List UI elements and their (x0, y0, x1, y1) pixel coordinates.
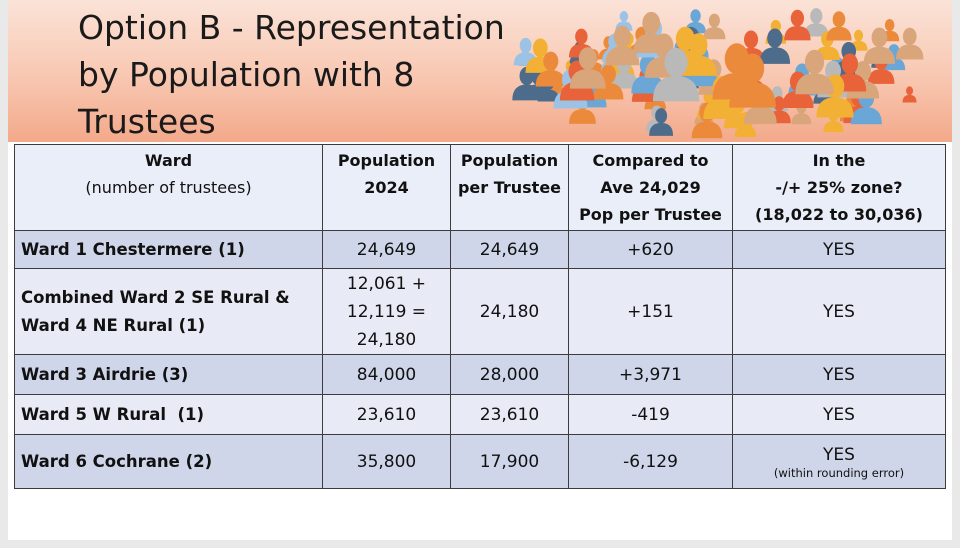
ward-cell: Ward 1 Chestermere (1) (14, 230, 323, 269)
population-cell: 84,000 (322, 354, 451, 395)
per-trustee-cell: 17,900 (450, 434, 569, 489)
header-compared-to-average: Compared to Ave 24,029 Pop per Trustee (568, 144, 733, 231)
person-silhouette (784, 9, 811, 41)
title-line: Trustees (78, 102, 216, 141)
zone-cell: YES (732, 394, 946, 435)
table-row: Combined Ward 2 SE Rural & Ward 4 NE Rur… (14, 268, 946, 355)
ward-representation-table: Ward (number of trustees) Population 202… (14, 144, 946, 489)
zone-cell: YES (732, 268, 946, 355)
person-silhouette (902, 86, 917, 103)
header-in-zone: In the -/+ 25% zone? (18,022 to 30,036) (732, 144, 946, 231)
compared-cell: -419 (568, 394, 733, 435)
table-row: Ward 5 W Rural (1) 23,610 23,610 -419 YE… (14, 394, 946, 435)
rounding-note: (within rounding error) (773, 465, 905, 480)
person-silhouette (569, 47, 606, 89)
slide-header: Option B - Representation by Population … (8, 0, 952, 142)
compared-cell: -6,129 (568, 434, 733, 489)
person-silhouette (863, 27, 896, 64)
title-line: by Population with 8 (78, 55, 415, 94)
person-silhouette (896, 27, 924, 60)
person-silhouette (804, 8, 829, 37)
person-silhouette (605, 25, 640, 66)
compared-cell: +151 (568, 268, 733, 355)
header-population-2024: Population 2024 (322, 144, 451, 231)
person-silhouette (513, 37, 538, 66)
compared-cell: +3,971 (568, 354, 733, 395)
person-silhouette (712, 43, 762, 100)
table-row: Ward 6 Cochrane (2) 35,800 17,900 -6,129… (14, 434, 946, 489)
per-trustee-cell: 24,649 (450, 230, 569, 269)
slide-title: Option B - Representation by Population … (78, 4, 548, 142)
person-silhouette (512, 66, 542, 101)
person-silhouette (826, 11, 852, 41)
per-trustee-cell: 24,180 (450, 268, 569, 355)
header-ward: Ward (number of trustees) (14, 144, 323, 231)
title-line: Option B - Representation (78, 8, 505, 47)
table-row: Ward 3 Airdrie (3) 84,000 28,000 +3,971 … (14, 354, 946, 395)
population-cell: 35,800 (322, 434, 451, 489)
zone-cell: YES (732, 354, 946, 395)
population-cell: 23,610 (322, 394, 451, 435)
person-silhouette (795, 49, 834, 95)
ward-cell: Ward 5 W Rural (1) (14, 394, 323, 435)
per-trustee-cell: 28,000 (450, 354, 569, 395)
zone-cell: YES (732, 230, 946, 269)
population-cell: 24,649 (322, 230, 451, 269)
table-row: Ward 1 Chestermere (1) 24,649 24,649 +62… (14, 230, 946, 269)
slide: Option B - Representation by Population … (8, 0, 952, 540)
person-silhouette (759, 28, 791, 64)
person-silhouette (703, 13, 726, 40)
person-silhouette (652, 47, 700, 102)
person-silhouette (535, 51, 566, 87)
compared-cell: +620 (568, 230, 733, 269)
header-population-per-trustee: Population per Trustee (450, 144, 569, 231)
ward-cell: Ward 3 Airdrie (3) (14, 354, 323, 395)
zone-cell: YES (within rounding error) (732, 434, 946, 489)
population-cell: 12,061 + 12,119 = 24,180 (322, 268, 451, 355)
person-silhouette (649, 108, 674, 136)
per-trustee-cell: 23,610 (450, 394, 569, 435)
ward-table-container: Ward (number of trustees) Population 202… (14, 144, 946, 489)
people-crowd-illustration (512, 8, 924, 139)
ward-cell: Combined Ward 2 SE Rural & Ward 4 NE Rur… (14, 268, 323, 355)
table-header-row: Ward (number of trustees) Population 202… (14, 144, 946, 231)
ward-cell: Ward 6 Cochrane (2) (14, 434, 323, 489)
